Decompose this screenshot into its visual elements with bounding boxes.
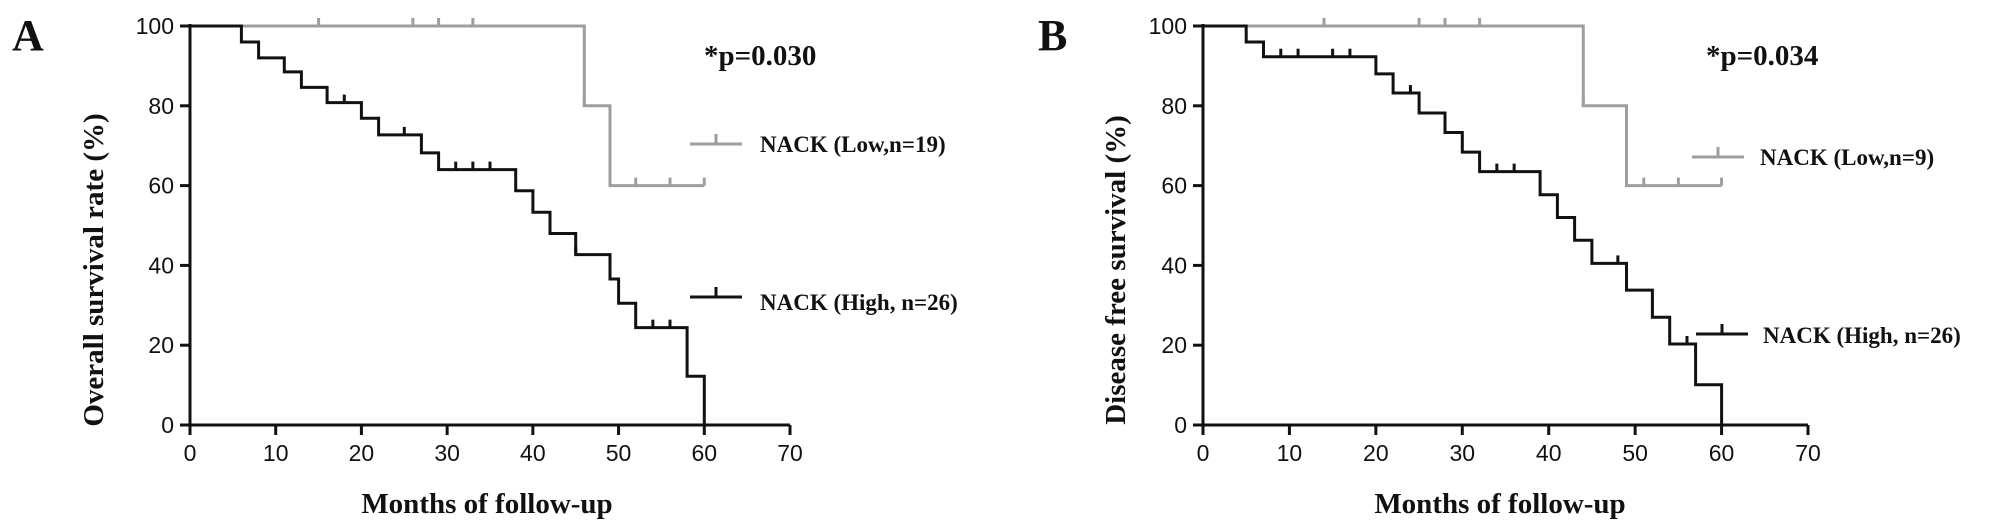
panel-a-ylabel: Overall survival rate (%): [78, 113, 110, 426]
panel-a: A Overall survival rate (%) Months of fo…: [12, 11, 958, 520]
panel-a-series-low: [190, 18, 742, 188]
x-tick-label: 70: [1795, 440, 1821, 466]
y-tick-label: 100: [136, 13, 174, 39]
panel-b-series-low: [1203, 18, 1744, 188]
x-tick-label: 10: [263, 440, 289, 466]
x-tick-label: 0: [184, 440, 197, 466]
panel-a-series-high: [190, 24, 742, 425]
x-tick-label: 30: [1449, 440, 1475, 466]
panel-b-xlabel: Months of follow-up: [1374, 488, 1625, 520]
survival-curve: [190, 24, 705, 188]
panel-a-legend: NACK (Low,n=19) NACK (High, n=26): [760, 132, 958, 315]
panel-b-pvalue: *p=0.034: [1706, 40, 1818, 72]
x-tick-label: 0: [1197, 440, 1210, 466]
y-tick-label: 80: [148, 93, 174, 119]
y-tick-label: 40: [148, 252, 174, 278]
panel-b-legend-low: NACK (Low,n=9): [1760, 145, 1934, 170]
panel-b-ylabel: Disease free survival (%): [1100, 115, 1132, 425]
y-tick-label: 60: [148, 173, 174, 199]
x-tick-label: 70: [777, 440, 803, 466]
y-tick-label: 20: [148, 332, 174, 358]
x-tick-label: 10: [1277, 440, 1303, 466]
panel-a-xlabel: Months of follow-up: [361, 488, 612, 520]
panel-b-axes: 0 10 20 30 40 50 60 70 0 20 40 60 80 100: [1149, 13, 1821, 466]
x-tick-label: 40: [1536, 440, 1562, 466]
y-tick-label: 80: [1161, 93, 1187, 119]
panel-b-label: B: [1038, 11, 1067, 60]
survival-curve: [1203, 24, 1724, 425]
x-tick-label: 40: [520, 440, 546, 466]
x-tick-label: 60: [691, 440, 717, 466]
x-tick-label: 30: [434, 440, 460, 466]
panel-a-label: A: [12, 11, 44, 60]
panel-b-legend: NACK (Low,n=9) NACK (High, n=26): [1760, 145, 1961, 348]
panel-b-legend-high: NACK (High, n=26): [1763, 323, 1961, 348]
y-tick-label: 60: [1161, 173, 1187, 199]
panel-a-pvalue: *p=0.030: [704, 40, 816, 72]
y-tick-label: 40: [1161, 252, 1187, 278]
panel-a-axes: 0 10 20 30 40 50 60 70 0 20 40 60 80 100: [136, 13, 803, 466]
y-tick-label: 0: [1174, 412, 1187, 438]
y-tick-label: 0: [161, 412, 174, 438]
panel-a-legend-low: NACK (Low,n=19): [760, 132, 946, 157]
y-tick-label: 20: [1161, 332, 1187, 358]
y-tick-label: 100: [1149, 13, 1187, 39]
panel-a-legend-high: NACK (High, n=26): [760, 290, 958, 315]
x-tick-label: 20: [349, 440, 375, 466]
x-tick-label: 50: [606, 440, 632, 466]
x-tick-label: 50: [1622, 440, 1648, 466]
panel-b-series-high: [1203, 24, 1748, 425]
x-tick-label: 60: [1709, 440, 1735, 466]
survival-curve: [190, 24, 706, 425]
x-tick-label: 20: [1363, 440, 1389, 466]
panel-b: B Disease free survival (%) Months of fo…: [1038, 11, 1961, 520]
